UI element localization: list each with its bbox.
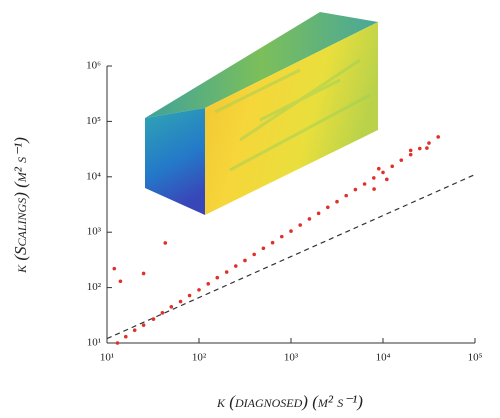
x-tick-label: 10³ xyxy=(284,352,299,364)
point xyxy=(335,199,339,204)
point xyxy=(381,170,385,175)
point xyxy=(169,305,174,309)
point xyxy=(197,288,201,292)
x-axis-label: κ (diagnosed) (m² s⁻¹) xyxy=(216,392,363,411)
point xyxy=(132,328,137,333)
point xyxy=(112,266,117,271)
point xyxy=(270,240,275,245)
point xyxy=(151,317,156,321)
point xyxy=(141,271,146,276)
point xyxy=(141,323,146,327)
point xyxy=(233,264,238,268)
point xyxy=(206,282,211,286)
y-tick-label: 10¹ xyxy=(87,337,101,349)
y-tick-label: 10³ xyxy=(87,226,102,238)
box-top xyxy=(145,12,378,118)
point xyxy=(344,193,348,198)
point xyxy=(118,279,123,284)
point xyxy=(160,311,165,315)
point xyxy=(326,205,330,210)
point xyxy=(123,334,128,339)
point xyxy=(353,187,358,192)
point xyxy=(436,135,440,139)
box-end xyxy=(145,108,205,215)
point xyxy=(390,164,395,169)
point xyxy=(115,341,120,345)
point xyxy=(289,229,293,233)
point xyxy=(298,223,303,227)
point xyxy=(316,211,321,216)
point xyxy=(252,252,256,257)
point xyxy=(362,182,367,186)
box-streaks xyxy=(214,58,371,172)
point xyxy=(163,241,168,245)
y-axis-label: κ (Scalings) (m² s⁻¹) xyxy=(11,137,30,274)
point xyxy=(279,234,284,239)
point xyxy=(376,166,381,171)
point xyxy=(372,187,376,191)
point xyxy=(215,275,220,280)
point xyxy=(427,141,431,145)
point xyxy=(408,152,413,157)
point xyxy=(243,258,247,263)
y-tick-label: 10⁵ xyxy=(86,115,101,127)
x-tick-label: 10¹ xyxy=(100,352,114,364)
point xyxy=(261,246,266,251)
point xyxy=(178,299,183,304)
reference-line xyxy=(106,173,476,340)
y-tick-label: 10² xyxy=(87,281,102,293)
point xyxy=(307,217,312,221)
point xyxy=(371,176,376,180)
point xyxy=(385,177,389,182)
point xyxy=(187,293,192,298)
x-tick-label: 10⁴ xyxy=(376,352,391,364)
x-tick-label: 10⁵ xyxy=(468,352,483,364)
point xyxy=(417,146,422,151)
point xyxy=(224,270,229,274)
point xyxy=(408,148,413,153)
y-tick-label: 10⁶ xyxy=(86,60,101,72)
point xyxy=(399,158,404,162)
inset-image xyxy=(145,12,378,215)
y-tick-label: 10⁴ xyxy=(86,170,101,182)
point xyxy=(425,146,429,150)
x-tick-label: 10² xyxy=(192,352,207,364)
box-front xyxy=(205,22,378,215)
